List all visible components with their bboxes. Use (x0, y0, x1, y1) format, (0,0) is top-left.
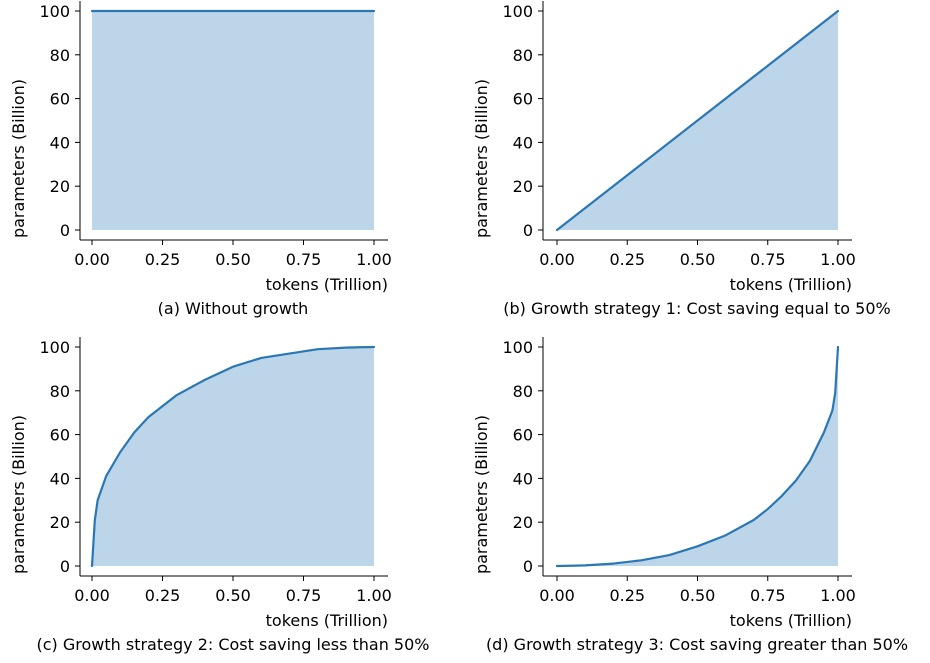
panel-b: 0.00 0.25 0.50 0.75 1.00 0 20 40 60 80 100 tokens (… (472, 1, 891, 318)
y-tick-label: 20 (513, 513, 533, 532)
x-axis-label: tokens (Trillion) (266, 611, 388, 630)
x-tick-label: 1.00 (356, 586, 392, 605)
y-tick-label: 100 (502, 338, 533, 357)
x-tick-label: 0.25 (609, 250, 645, 269)
area-fill (92, 11, 374, 230)
x-tick-label: 0.50 (680, 250, 716, 269)
y-axis-label: parameters (Billion) (9, 79, 28, 238)
y-tick-label: 100 (502, 2, 533, 21)
x-tick-label: 0.50 (215, 586, 251, 605)
x-axis-label: tokens (Trillion) (730, 275, 852, 294)
y-tick-label: 40 (50, 469, 70, 488)
y-tick-label: 100 (39, 338, 70, 357)
y-tick-label: 0 (60, 557, 70, 576)
y-axis-label: parameters (Billion) (9, 415, 28, 574)
area-fill (92, 347, 374, 566)
y-tick-label: 80 (513, 382, 533, 401)
panel-a: 0.00 0.25 0.50 0.75 1.00 0 20 40 60 80 100 tokens (… (9, 1, 392, 318)
panel-c: 0.00 0.25 0.50 0.75 1.00 0 20 40 60 80 100 tokens (… (9, 337, 430, 654)
area-fill (557, 347, 838, 566)
y-tick-label: 0 (523, 557, 533, 576)
y-tick-label: 60 (50, 426, 70, 445)
x-tick-label: 0.25 (145, 586, 181, 605)
x-tick-label: 0.75 (286, 250, 322, 269)
x-tick-label: 0.25 (609, 586, 645, 605)
x-tick-label: 0.25 (145, 250, 181, 269)
y-tick-label: 20 (50, 177, 70, 196)
y-tick-label: 20 (513, 177, 533, 196)
y-tick-label: 40 (513, 469, 533, 488)
x-tick-label: 0.00 (539, 250, 575, 269)
panel-caption: (a) Without growth (158, 299, 309, 318)
y-tick-label: 80 (50, 382, 70, 401)
panel-caption: (d) Growth strategy 3: Cost saving great… (486, 635, 908, 654)
y-tick-label: 100 (39, 2, 70, 21)
x-axis-label: tokens (Trillion) (266, 275, 388, 294)
y-tick-label: 0 (60, 221, 70, 240)
x-tick-label: 0.50 (215, 250, 251, 269)
x-tick-label: 1.00 (820, 586, 856, 605)
y-tick-label: 80 (513, 46, 533, 65)
y-tick-label: 40 (513, 133, 533, 152)
y-tick-label: 60 (513, 90, 533, 109)
x-axis-label: tokens (Trillion) (730, 611, 852, 630)
y-tick-label: 20 (50, 513, 70, 532)
y-tick-label: 80 (50, 46, 70, 65)
y-tick-label: 40 (50, 133, 70, 152)
y-tick-label: 0 (523, 221, 533, 240)
x-tick-label: 0.75 (750, 586, 786, 605)
x-tick-label: 0.50 (680, 586, 716, 605)
panel-caption: (b) Growth strategy 1: Cost saving equal… (503, 299, 890, 318)
y-tick-label: 60 (513, 426, 533, 445)
x-tick-label: 1.00 (820, 250, 856, 269)
panel-d: 0.00 0.25 0.50 0.75 1.00 0 20 40 60 80 100 tokens (… (472, 337, 908, 654)
x-tick-label: 1.00 (356, 250, 392, 269)
x-tick-label: 0.75 (286, 586, 322, 605)
panel-caption: (c) Growth strategy 2: Cost saving less … (37, 635, 430, 654)
x-tick-label: 0.00 (539, 586, 575, 605)
y-axis-label: parameters (Billion) (472, 415, 491, 574)
y-axis-label: parameters (Billion) (472, 79, 491, 238)
y-tick-label: 60 (50, 90, 70, 109)
x-tick-label: 0.00 (74, 250, 110, 269)
x-tick-label: 0.75 (750, 250, 786, 269)
x-tick-label: 0.00 (74, 586, 110, 605)
